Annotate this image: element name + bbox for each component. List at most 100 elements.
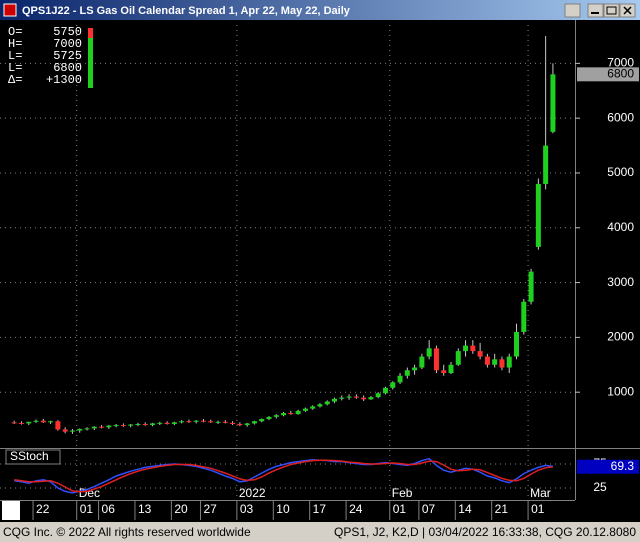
candle-body bbox=[521, 301, 527, 332]
candle-body bbox=[128, 424, 134, 426]
candle-body bbox=[324, 401, 330, 405]
candle-body bbox=[281, 413, 287, 416]
candle-body bbox=[390, 382, 396, 388]
candle-body bbox=[69, 430, 75, 432]
window-title: QPS1J22 - LS Gas Oil Calendar Spread 1, … bbox=[22, 5, 351, 17]
study-last-box bbox=[577, 459, 639, 474]
study-line bbox=[14, 457, 554, 494]
candle-body bbox=[99, 426, 105, 428]
x-tick-label: 01 bbox=[80, 502, 94, 516]
candle-body bbox=[179, 421, 185, 423]
candle-body bbox=[106, 425, 112, 428]
candle-body bbox=[470, 345, 476, 352]
readout-value: 5725 bbox=[53, 49, 82, 63]
status-right: QPS1, J2, K2,D | 03/04/2022 16:33:38, CQ… bbox=[334, 525, 636, 539]
candle-body bbox=[273, 415, 279, 417]
candle-body bbox=[18, 422, 24, 424]
candle-body bbox=[310, 406, 316, 409]
month-label: 2022 bbox=[239, 486, 266, 500]
candle-body bbox=[477, 351, 483, 357]
y-tick-label: 2000 bbox=[607, 330, 634, 344]
status-bar bbox=[0, 522, 640, 542]
candle-body bbox=[543, 145, 549, 184]
candle-body bbox=[33, 420, 39, 422]
candle-body bbox=[302, 408, 308, 411]
candle-body bbox=[433, 348, 439, 371]
candle-body bbox=[208, 421, 214, 423]
candle-body bbox=[492, 359, 498, 365]
candle-body bbox=[288, 413, 294, 415]
study-last-label: 69.3 bbox=[611, 459, 635, 473]
y-tick-label: 6000 bbox=[607, 110, 634, 124]
candle-body bbox=[237, 423, 243, 426]
candle-body bbox=[506, 356, 512, 368]
x-tick-label: 10 bbox=[276, 502, 290, 516]
candle-body bbox=[11, 422, 17, 424]
candle-body bbox=[535, 183, 541, 247]
candle-body bbox=[120, 425, 126, 427]
candle-body bbox=[484, 356, 490, 365]
candle-body bbox=[528, 271, 534, 302]
maximize-button[interactable] bbox=[603, 3, 620, 18]
month-label: Mar bbox=[530, 486, 551, 500]
date-strip bbox=[0, 500, 640, 521]
candle-body bbox=[251, 421, 257, 424]
candle-body bbox=[375, 393, 381, 398]
window-icon bbox=[3, 3, 17, 17]
x-tick-label: 14 bbox=[458, 502, 472, 516]
candle-body bbox=[84, 428, 90, 430]
candle-body bbox=[463, 345, 469, 352]
candle-body bbox=[200, 420, 206, 422]
readout-value: 7000 bbox=[53, 37, 82, 51]
candle-body bbox=[230, 422, 236, 424]
candle-body bbox=[222, 421, 228, 423]
candle-body bbox=[448, 364, 454, 374]
status-left: CQG Inc. © 2022 All rights reserved worl… bbox=[3, 525, 251, 539]
x-tick-label: 17 bbox=[313, 502, 327, 516]
x-tick-label: 07 bbox=[422, 502, 436, 516]
readout-label: Δ= bbox=[8, 73, 22, 87]
candle-body bbox=[164, 422, 170, 424]
candle-body bbox=[135, 423, 141, 425]
readout-value: 6800 bbox=[53, 61, 82, 75]
x-tick-label: 03 bbox=[240, 502, 254, 516]
candle-body bbox=[150, 423, 156, 426]
y-tick-label: 7000 bbox=[607, 56, 634, 70]
x-tick-label: 13 bbox=[138, 502, 152, 516]
candle-body bbox=[113, 425, 119, 427]
scroll-thumb[interactable] bbox=[2, 501, 20, 520]
y-tick-label: 25 bbox=[593, 480, 607, 494]
candle-body bbox=[317, 404, 323, 407]
candle-body bbox=[171, 422, 177, 424]
candle-body bbox=[499, 359, 505, 368]
window-buttons bbox=[564, 3, 636, 18]
title-bar bbox=[0, 0, 640, 20]
candle-body bbox=[397, 375, 403, 383]
candle-body bbox=[295, 410, 301, 415]
x-tick-label: 01 bbox=[531, 502, 545, 516]
candle-body bbox=[48, 421, 54, 423]
candle-body bbox=[244, 423, 250, 426]
plot-background bbox=[0, 20, 640, 500]
x-tick-label: 20 bbox=[174, 502, 188, 516]
candle-body bbox=[77, 428, 83, 431]
x-tick-label: 06 bbox=[102, 502, 116, 516]
restore-button[interactable] bbox=[564, 3, 581, 18]
candle-body bbox=[382, 387, 388, 394]
candle-body bbox=[186, 421, 192, 423]
readout-label: H= bbox=[8, 37, 22, 51]
readout-value: +1300 bbox=[46, 73, 82, 87]
candle-body bbox=[419, 356, 425, 368]
y-tick-label: 3000 bbox=[607, 275, 634, 289]
study-line bbox=[14, 459, 553, 493]
minimize-button[interactable] bbox=[587, 3, 604, 18]
candle-body bbox=[339, 397, 345, 399]
candle-body bbox=[40, 420, 46, 423]
candle-body bbox=[215, 421, 221, 423]
x-tick-label: 22 bbox=[36, 502, 50, 516]
readout-label: O= bbox=[8, 25, 22, 39]
candle-body bbox=[550, 74, 556, 132]
candle-body bbox=[404, 370, 410, 376]
candle-body bbox=[266, 416, 272, 420]
